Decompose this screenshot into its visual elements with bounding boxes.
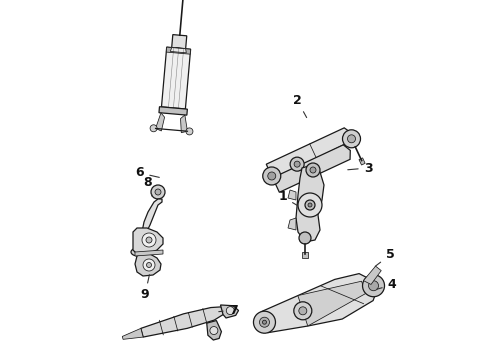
Circle shape bbox=[260, 317, 270, 327]
Circle shape bbox=[263, 167, 281, 185]
Polygon shape bbox=[162, 47, 191, 109]
Polygon shape bbox=[296, 165, 324, 242]
Polygon shape bbox=[135, 254, 161, 276]
Circle shape bbox=[141, 235, 147, 241]
Circle shape bbox=[155, 189, 161, 195]
Circle shape bbox=[305, 200, 315, 210]
Circle shape bbox=[136, 230, 152, 246]
Polygon shape bbox=[122, 328, 143, 339]
Text: 3: 3 bbox=[348, 162, 372, 175]
Ellipse shape bbox=[131, 248, 145, 256]
Polygon shape bbox=[220, 305, 239, 318]
Polygon shape bbox=[159, 107, 187, 115]
Circle shape bbox=[306, 163, 320, 177]
Circle shape bbox=[294, 161, 300, 167]
Circle shape bbox=[146, 237, 152, 243]
Circle shape bbox=[299, 307, 307, 315]
Polygon shape bbox=[171, 48, 186, 53]
Circle shape bbox=[290, 157, 304, 171]
Circle shape bbox=[151, 185, 165, 199]
Polygon shape bbox=[302, 252, 308, 258]
Circle shape bbox=[210, 327, 218, 334]
Circle shape bbox=[142, 233, 156, 247]
Polygon shape bbox=[288, 190, 296, 200]
Circle shape bbox=[263, 320, 267, 324]
Circle shape bbox=[147, 262, 151, 267]
Text: 7: 7 bbox=[219, 303, 237, 316]
Polygon shape bbox=[172, 35, 187, 49]
Polygon shape bbox=[207, 320, 221, 340]
Text: 2: 2 bbox=[293, 94, 307, 118]
Circle shape bbox=[347, 135, 356, 143]
Polygon shape bbox=[261, 274, 377, 333]
Circle shape bbox=[253, 311, 275, 333]
Text: 8: 8 bbox=[144, 175, 152, 196]
Circle shape bbox=[368, 281, 379, 291]
Polygon shape bbox=[359, 158, 365, 165]
Text: 1: 1 bbox=[279, 190, 297, 206]
Text: 6: 6 bbox=[136, 166, 159, 180]
Circle shape bbox=[298, 193, 322, 217]
Circle shape bbox=[299, 232, 311, 244]
Polygon shape bbox=[266, 128, 351, 180]
Polygon shape bbox=[166, 47, 191, 54]
Polygon shape bbox=[364, 266, 381, 284]
Circle shape bbox=[186, 128, 193, 135]
Polygon shape bbox=[155, 113, 165, 131]
Circle shape bbox=[343, 130, 361, 148]
Circle shape bbox=[150, 125, 157, 132]
Circle shape bbox=[268, 172, 276, 180]
Polygon shape bbox=[142, 199, 162, 235]
Circle shape bbox=[226, 307, 234, 315]
Polygon shape bbox=[141, 307, 224, 337]
Circle shape bbox=[310, 167, 316, 173]
Circle shape bbox=[143, 259, 155, 271]
Polygon shape bbox=[180, 115, 188, 133]
Polygon shape bbox=[133, 228, 163, 254]
Circle shape bbox=[363, 275, 385, 297]
Text: 9: 9 bbox=[141, 275, 149, 302]
Polygon shape bbox=[298, 281, 366, 326]
Text: 5: 5 bbox=[375, 248, 394, 266]
Polygon shape bbox=[288, 218, 296, 230]
Circle shape bbox=[308, 203, 312, 207]
Circle shape bbox=[294, 302, 312, 320]
Text: 4: 4 bbox=[377, 279, 396, 292]
Polygon shape bbox=[272, 145, 350, 192]
Polygon shape bbox=[135, 250, 163, 256]
